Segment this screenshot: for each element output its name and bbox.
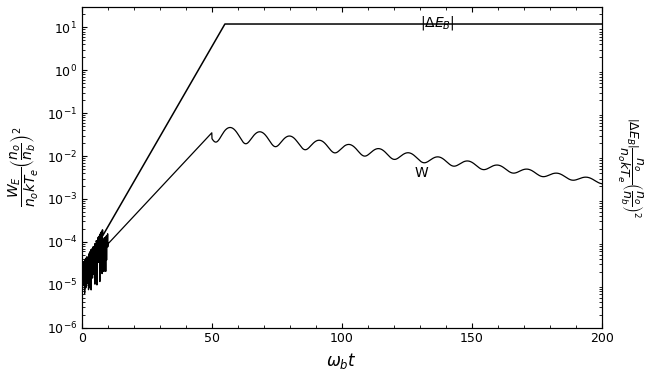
X-axis label: $\omega_b t$: $\omega_b t$ (326, 351, 357, 371)
Y-axis label: $\left|\Delta E_B\right|\dfrac{n_o}{n_o kT_e}\left(\dfrac{n_o}{n_b}\right)^2$: $\left|\Delta E_B\right|\dfrac{n_o}{n_o … (615, 117, 644, 218)
Y-axis label: $\dfrac{W_E}{n_o kT_e}\left(\dfrac{n_o}{n_b}\right)^2$: $\dfrac{W_E}{n_o kT_e}\left(\dfrac{n_o}{… (7, 127, 41, 208)
Text: $|\Delta E_B|$: $|\Delta E_B|$ (420, 14, 455, 31)
Text: W: W (415, 166, 428, 180)
